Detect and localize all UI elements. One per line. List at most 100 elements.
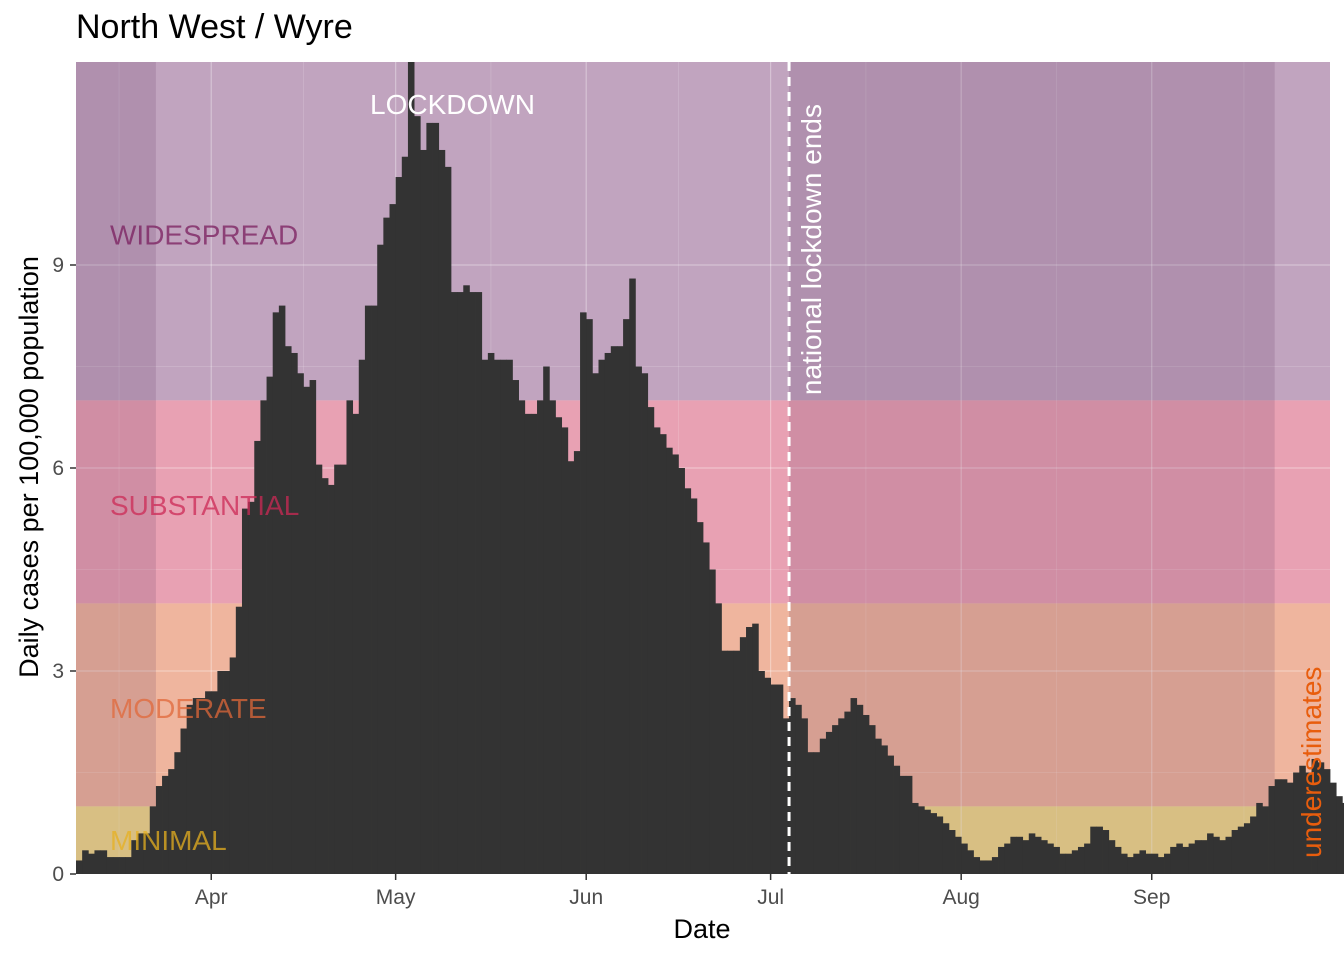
case-bar [1207, 833, 1214, 874]
case-bar [1022, 840, 1030, 874]
case-bar [604, 352, 612, 874]
case-bar [328, 484, 335, 874]
case-bar [260, 400, 267, 874]
case-bar [862, 714, 870, 874]
case-bar [1274, 779, 1282, 874]
case-bar [1323, 769, 1331, 874]
case-bar [1004, 843, 1011, 874]
case-bar [334, 464, 341, 874]
case-bar [186, 704, 194, 874]
case-bar [143, 833, 151, 874]
case-bar [346, 400, 354, 874]
case-bar [125, 857, 132, 874]
case-bar [1047, 843, 1054, 874]
case-bar [524, 413, 532, 874]
underestimates-label: underestimates [1296, 667, 1327, 858]
case-bar [1145, 853, 1153, 874]
case-bar [500, 359, 507, 874]
band-label-widespread: WIDESPREAD [110, 220, 298, 251]
case-bar [709, 569, 716, 874]
case-bar [844, 711, 851, 874]
case-bar [764, 677, 772, 874]
case-bar [1342, 802, 1344, 874]
case-bar [1176, 843, 1183, 874]
case-bar [1164, 853, 1171, 874]
case-bar [1194, 840, 1202, 874]
y-axis: 0 3 6 9 [52, 254, 76, 886]
case-bar [955, 836, 962, 874]
case-bar [690, 498, 698, 874]
case-bar [770, 684, 778, 874]
case-bar [321, 478, 329, 874]
case-bar [1286, 782, 1294, 874]
case-bar [1151, 853, 1159, 874]
case-bar [1127, 857, 1134, 874]
case-bar [1114, 846, 1122, 874]
y-tick-label: 3 [52, 660, 64, 683]
case-bar [1200, 840, 1208, 874]
case-bar [1041, 840, 1048, 874]
case-bar [371, 305, 378, 875]
case-bar [623, 319, 630, 875]
case-bar [586, 319, 593, 875]
case-bar [506, 359, 513, 874]
case-bar [998, 846, 1005, 874]
case-bar [1090, 826, 1097, 874]
case-bar [1243, 823, 1251, 874]
case-bar [1262, 806, 1269, 874]
case-bar [795, 704, 802, 874]
case-bar [555, 417, 563, 874]
case-bar [893, 765, 901, 874]
case-bar [598, 359, 606, 874]
y-tick-label: 6 [52, 457, 64, 480]
case-bar [1170, 846, 1177, 874]
case-bar [696, 522, 704, 874]
case-bar [1330, 782, 1337, 874]
case-bar [672, 454, 679, 874]
case-bar [629, 278, 636, 874]
case-bar [395, 177, 403, 875]
case-bar [875, 738, 882, 874]
case-bar [610, 346, 618, 874]
case-bar [149, 806, 157, 874]
case-bar [112, 857, 120, 874]
case-bar [444, 166, 452, 875]
case-bar [1213, 836, 1220, 874]
case-bar [1071, 850, 1079, 874]
case-bar [813, 752, 821, 874]
case-bar [241, 508, 249, 874]
case-bar [635, 366, 642, 874]
case-bar [739, 637, 747, 874]
case-bar [315, 464, 323, 874]
case-bar [850, 698, 858, 874]
case-bar [1188, 843, 1196, 874]
case-bar [1016, 836, 1024, 874]
case-bar [223, 671, 231, 874]
case-bar [678, 468, 685, 874]
y-tick-label: 9 [52, 254, 64, 277]
case-bar [1096, 826, 1103, 874]
case-bar [303, 386, 310, 874]
case-bar [106, 857, 114, 874]
case-bar [1182, 846, 1190, 874]
y-axis-label: Daily cases per 100,000 population [14, 256, 44, 678]
case-bar [438, 149, 446, 874]
case-bar [905, 775, 913, 874]
case-bar [229, 657, 237, 874]
case-bar [549, 400, 556, 874]
x-tick-label: Jul [757, 886, 784, 909]
case-bar [205, 691, 212, 874]
case-bar [776, 684, 784, 874]
case-bar [721, 650, 728, 874]
case-bar [918, 806, 925, 874]
case-bar [475, 292, 483, 875]
case-bar [887, 755, 894, 874]
case-bar [924, 809, 931, 874]
band-label-substantial: SUBSTANTIAL [110, 490, 299, 521]
case-bar [567, 461, 575, 874]
case-bar [1299, 765, 1306, 874]
case-bar [309, 380, 317, 874]
case-bar [389, 204, 397, 875]
case-bar [450, 292, 458, 875]
case-bar [1157, 857, 1165, 874]
